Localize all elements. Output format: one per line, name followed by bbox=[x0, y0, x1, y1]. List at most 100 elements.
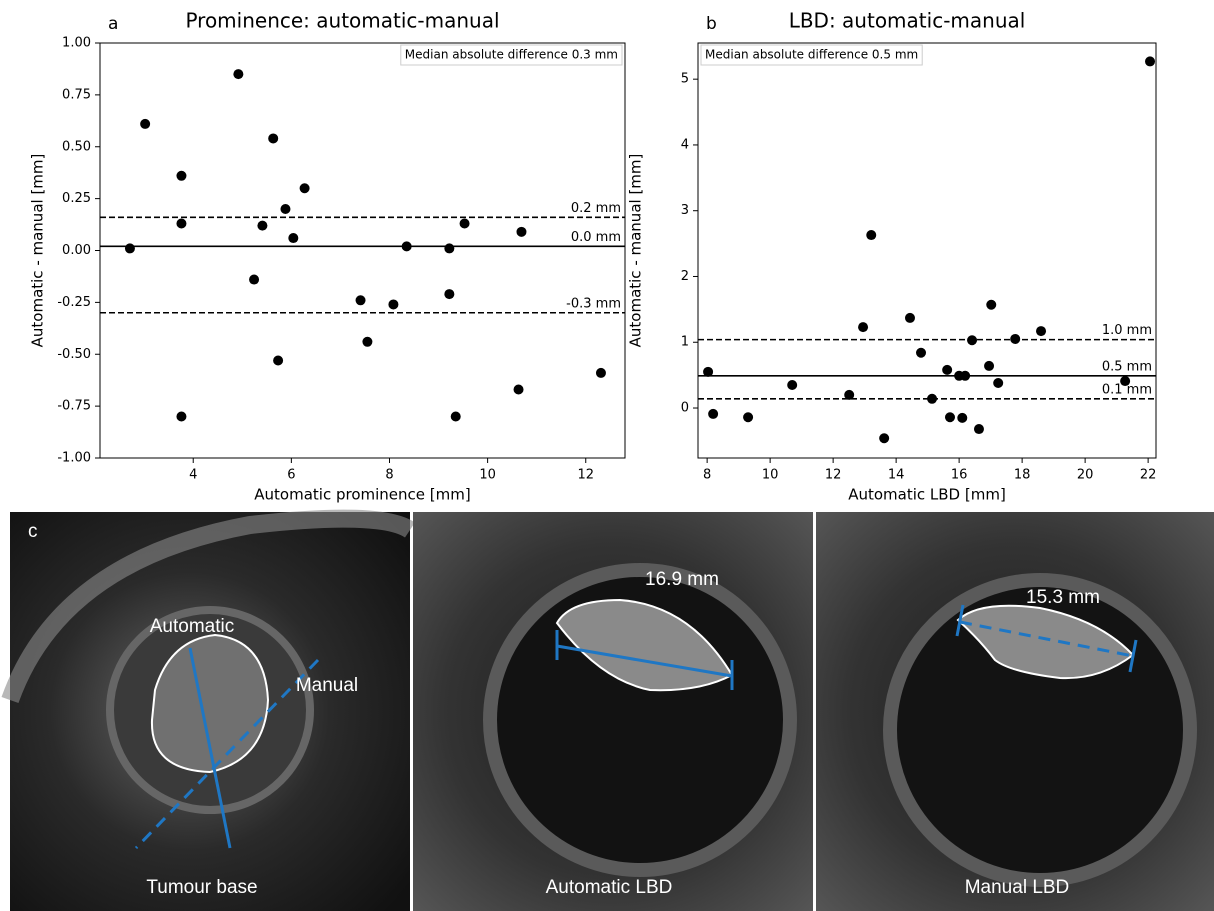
chart-title: LBD: automatic-manual bbox=[789, 9, 1026, 33]
x-tick-label: 16 bbox=[951, 468, 968, 483]
y-tick-label: 2 bbox=[681, 269, 689, 284]
y-tick-label: -0.25 bbox=[57, 295, 91, 310]
x-tick-label: 18 bbox=[1014, 468, 1031, 483]
point bbox=[858, 322, 868, 332]
point bbox=[125, 243, 135, 253]
point bbox=[993, 378, 1003, 388]
y-tick-label: 0.50 bbox=[62, 139, 91, 154]
point bbox=[1036, 326, 1046, 336]
point bbox=[233, 69, 243, 79]
y-axis-label: Automatic - manual [mm] bbox=[627, 154, 645, 348]
point bbox=[273, 355, 283, 365]
y-tick-label: 0.25 bbox=[62, 191, 91, 206]
point bbox=[388, 299, 398, 309]
x-tick-label: 20 bbox=[1077, 468, 1094, 483]
plot-area bbox=[698, 43, 1156, 458]
point bbox=[974, 424, 984, 434]
image-caption: Automatic LBD bbox=[546, 877, 673, 898]
point bbox=[300, 183, 310, 193]
x-tick-label: 22 bbox=[1140, 468, 1157, 483]
point bbox=[451, 412, 461, 422]
reference-label: 0.5 mm bbox=[1102, 359, 1152, 374]
y-tick-label: 0 bbox=[681, 401, 689, 416]
x-axis-label: Automatic LBD [mm] bbox=[848, 486, 1006, 504]
point bbox=[176, 219, 186, 229]
point bbox=[356, 295, 366, 305]
point bbox=[1145, 56, 1155, 66]
annotation: Median absolute difference 0.3 mm bbox=[405, 48, 618, 62]
point bbox=[249, 275, 259, 285]
point bbox=[596, 368, 606, 378]
point bbox=[257, 221, 267, 231]
figure: c Automatic Manual Tumour base 16.9 mm A… bbox=[0, 0, 1214, 911]
page: c Automatic Manual Tumour base 16.9 mm A… bbox=[0, 0, 1214, 911]
point bbox=[905, 313, 915, 323]
point bbox=[916, 348, 926, 358]
y-axis-label: Automatic - manual [mm] bbox=[29, 154, 47, 348]
point bbox=[927, 394, 937, 404]
x-tick-label: 10 bbox=[762, 468, 779, 483]
chart-title: Prominence: automatic-manual bbox=[185, 9, 499, 33]
point bbox=[176, 171, 186, 181]
y-tick-label: 0.75 bbox=[62, 87, 91, 102]
image-panels: c Automatic Manual Tumour base 16.9 mm A… bbox=[10, 512, 1214, 911]
point bbox=[1120, 376, 1130, 386]
point bbox=[986, 300, 996, 310]
point bbox=[516, 227, 526, 237]
plot-area bbox=[100, 43, 625, 458]
point bbox=[945, 412, 955, 422]
y-tick-label: 5 bbox=[681, 72, 689, 87]
x-tick-label: 8 bbox=[385, 468, 393, 483]
y-tick-label: -0.75 bbox=[57, 399, 91, 414]
point bbox=[280, 204, 290, 214]
x-tick-label: 10 bbox=[479, 468, 496, 483]
reference-label: 0.0 mm bbox=[571, 230, 621, 245]
y-tick-label: 1.00 bbox=[62, 36, 91, 51]
point bbox=[967, 335, 977, 345]
point bbox=[743, 412, 753, 422]
point bbox=[844, 390, 854, 400]
point bbox=[957, 413, 967, 423]
y-tick-label: 0.00 bbox=[62, 243, 91, 258]
reference-label: 1.0 mm bbox=[1102, 323, 1152, 338]
point bbox=[402, 241, 412, 251]
image-annotation: 16.9 mm bbox=[645, 569, 719, 590]
point bbox=[444, 243, 454, 253]
y-tick-label: 1 bbox=[681, 335, 689, 350]
point bbox=[984, 361, 994, 371]
x-tick-label: 4 bbox=[189, 468, 197, 483]
point bbox=[879, 433, 889, 443]
reference-label: 0.2 mm bbox=[571, 201, 621, 216]
y-tick-label: 3 bbox=[681, 203, 689, 218]
panel-label: b bbox=[706, 14, 717, 34]
point bbox=[703, 367, 713, 377]
x-axis-label: Automatic prominence [mm] bbox=[254, 486, 470, 504]
x-tick-label: 8 bbox=[703, 468, 711, 483]
image-annotation: Manual bbox=[296, 675, 358, 696]
point bbox=[514, 385, 524, 395]
reference-label: -0.3 mm bbox=[566, 296, 621, 311]
image-annotation: Automatic bbox=[150, 616, 234, 637]
x-tick-label: 12 bbox=[577, 468, 594, 483]
point bbox=[960, 371, 970, 381]
point bbox=[787, 380, 797, 390]
panel-label: a bbox=[108, 14, 118, 34]
point bbox=[460, 219, 470, 229]
annotation: Median absolute difference 0.5 mm bbox=[705, 48, 918, 62]
point bbox=[176, 412, 186, 422]
point bbox=[140, 119, 150, 129]
point bbox=[362, 337, 372, 347]
y-tick-label: -0.50 bbox=[57, 347, 91, 362]
y-tick-label: -1.00 bbox=[57, 451, 91, 466]
x-tick-label: 14 bbox=[888, 468, 905, 483]
point bbox=[268, 133, 278, 143]
x-tick-label: 12 bbox=[825, 468, 842, 483]
point bbox=[288, 233, 298, 243]
point bbox=[942, 365, 952, 375]
point bbox=[866, 230, 876, 240]
point bbox=[444, 289, 454, 299]
panel-label: c bbox=[28, 521, 38, 542]
point bbox=[1010, 334, 1020, 344]
